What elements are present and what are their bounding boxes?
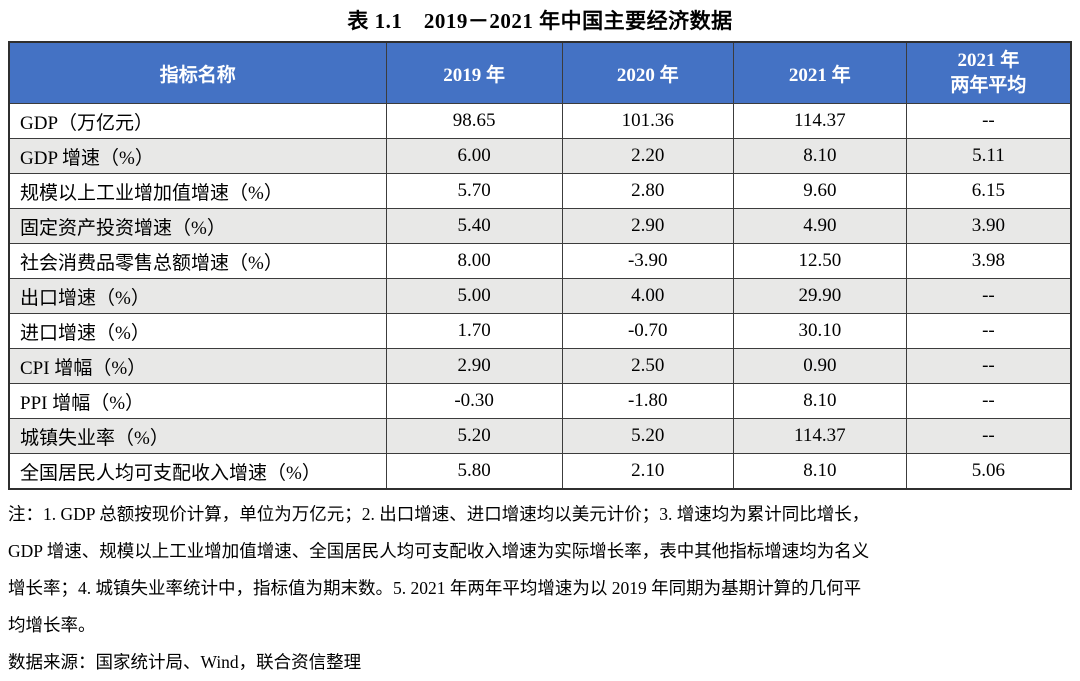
cell-value: -1.80 xyxy=(561,383,734,419)
cell-value: 114.37 xyxy=(732,418,907,454)
col-header-avg-line1: 2021 年 xyxy=(957,50,1020,71)
cell-value: 2.50 xyxy=(561,348,734,384)
table-notes: 注：1. GDP 总额按现价计算，单位为万亿元；2. 出口增速、进口增速均以美元… xyxy=(8,496,1072,681)
row-label: 固定资产投资增速（%） xyxy=(8,208,387,244)
row-label: CPI 增幅（%） xyxy=(8,348,387,384)
col-header-2021: 2021 年 xyxy=(732,41,907,104)
cell-value: -- xyxy=(905,383,1072,419)
cell-value: 3.90 xyxy=(905,208,1072,244)
cell-value: 0.90 xyxy=(732,348,907,384)
table-row: 城镇失业率（%） 5.20 5.20 114.37 -- xyxy=(8,418,1072,454)
cell-value: 2.20 xyxy=(561,138,734,174)
cell-value: 1.70 xyxy=(385,313,563,349)
cell-value: 4.90 xyxy=(732,208,907,244)
cell-value: 114.37 xyxy=(732,103,907,139)
col-header-2021-two-year-avg: 2021 年 两年平均 xyxy=(905,41,1072,104)
cell-value: 5.80 xyxy=(385,453,563,490)
cell-value: 12.50 xyxy=(732,243,907,279)
cell-value: 8.00 xyxy=(385,243,563,279)
row-label: 进口增速（%） xyxy=(8,313,387,349)
table-row: 规模以上工业增加值增速（%） 5.70 2.80 9.60 6.15 xyxy=(8,173,1072,209)
data-source: 数据来源：国家统计局、Wind，联合资信整理 xyxy=(8,652,362,672)
cell-value: 30.10 xyxy=(732,313,907,349)
table-row: 社会消费品零售总额增速（%） 8.00 -3.90 12.50 3.98 xyxy=(8,243,1072,279)
cell-value: 8.10 xyxy=(732,453,907,490)
row-label: 社会消费品零售总额增速（%） xyxy=(8,243,387,279)
cell-value: 5.00 xyxy=(385,278,563,314)
note-line: 增长率；4. 城镇失业率统计中，指标值为期末数。5. 2021 年两年平均增速为… xyxy=(8,578,862,598)
note-line: GDP 增速、规模以上工业增加值增速、全国居民人均可支配收入增速为实际增长率，表… xyxy=(8,541,870,561)
cell-value: 2.90 xyxy=(385,348,563,384)
cell-value: -0.70 xyxy=(561,313,734,349)
table-row: 出口增速（%） 5.00 4.00 29.90 -- xyxy=(8,278,1072,314)
col-header-2019: 2019 年 xyxy=(385,41,563,104)
cell-value: 29.90 xyxy=(732,278,907,314)
table-title: 表 1.1 2019－2021 年中国主要经济数据 xyxy=(347,9,733,33)
cell-value: -- xyxy=(905,418,1072,454)
cell-value: 5.40 xyxy=(385,208,563,244)
cell-value: -- xyxy=(905,103,1072,139)
col-header-2020: 2020 年 xyxy=(561,41,734,104)
cell-value: 3.98 xyxy=(905,243,1072,279)
cell-value: 4.00 xyxy=(561,278,734,314)
cell-value: 6.15 xyxy=(905,173,1072,209)
table-header-row: 指标名称 2019 年 2020 年 2021 年 2021 年 两年平均 xyxy=(8,41,1072,104)
row-label: 全国居民人均可支配收入增速（%） xyxy=(8,453,387,490)
table-row: GDP 增速（%） 6.00 2.20 8.10 5.11 xyxy=(8,138,1072,174)
row-label: PPI 增幅（%） xyxy=(8,383,387,419)
cell-value: 2.90 xyxy=(561,208,734,244)
col-header-avg-line2: 两年平均 xyxy=(950,75,1027,96)
cell-value: 9.60 xyxy=(732,173,907,209)
note-line: 注：1. GDP 总额按现价计算，单位为万亿元；2. 出口增速、进口增速均以美元… xyxy=(8,504,870,524)
row-label: 出口增速（%） xyxy=(8,278,387,314)
table-row: 固定资产投资增速（%） 5.40 2.90 4.90 3.90 xyxy=(8,208,1072,244)
cell-value: 8.10 xyxy=(732,383,907,419)
table-row: 进口增速（%） 1.70 -0.70 30.10 -- xyxy=(8,313,1072,349)
cell-value: 5.20 xyxy=(385,418,563,454)
row-label: 城镇失业率（%） xyxy=(8,418,387,454)
col-header-indicator-name: 指标名称 xyxy=(8,41,387,104)
cell-value: 101.36 xyxy=(561,103,734,139)
cell-value: 8.10 xyxy=(732,138,907,174)
row-label: GDP（万亿元） xyxy=(8,103,387,139)
cell-value: 5.06 xyxy=(905,453,1072,490)
cell-value: -- xyxy=(905,313,1072,349)
cell-value: -- xyxy=(905,348,1072,384)
cell-value: 5.70 xyxy=(385,173,563,209)
cell-value: 5.11 xyxy=(905,138,1072,174)
cell-value: 2.80 xyxy=(561,173,734,209)
row-label: GDP 增速（%） xyxy=(8,138,387,174)
table-row: CPI 增幅（%） 2.90 2.50 0.90 -- xyxy=(8,348,1072,384)
table-row: 全国居民人均可支配收入增速（%） 5.80 2.10 8.10 5.06 xyxy=(8,453,1072,490)
cell-value: 5.20 xyxy=(561,418,734,454)
cell-value: -- xyxy=(905,278,1072,314)
cell-value: 2.10 xyxy=(561,453,734,490)
cell-value: 6.00 xyxy=(385,138,563,174)
economic-data-table: 指标名称 2019 年 2020 年 2021 年 2021 年 两年平均 GD… xyxy=(8,41,1072,490)
note-line: 均增长率。 xyxy=(8,615,96,635)
cell-value: -0.30 xyxy=(385,383,563,419)
row-label: 规模以上工业增加值增速（%） xyxy=(8,173,387,209)
cell-value: 98.65 xyxy=(385,103,563,139)
cell-value: -3.90 xyxy=(561,243,734,279)
table-row: GDP（万亿元） 98.65 101.36 114.37 -- xyxy=(8,103,1072,139)
table-row: PPI 增幅（%） -0.30 -1.80 8.10 -- xyxy=(8,383,1072,419)
